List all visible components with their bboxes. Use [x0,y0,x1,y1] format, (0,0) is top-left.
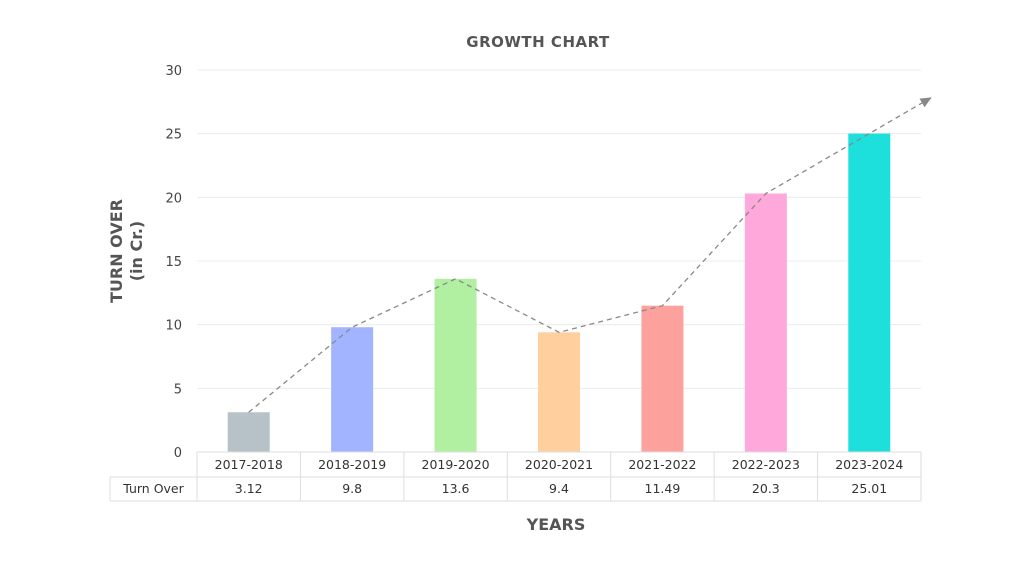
x-tick-label: 2020-2021 [525,457,593,472]
x-tick-label: 2017-2018 [215,457,283,472]
y-axis-label: TURN OVER [107,199,126,303]
x-tick-label: 2018-2019 [318,457,386,472]
bar [538,332,580,452]
y-tick-label: 0 [174,446,182,461]
y-tick-label: 5 [174,382,182,397]
data-label: 11.49 [645,481,681,496]
y-tick-label: 20 [165,191,182,206]
table-row-header: Turn Over [122,481,184,496]
y-tick-label: 10 [165,319,182,334]
trend-line-path [248,96,932,413]
bars [227,133,891,452]
data-label: 9.8 [342,481,362,496]
data-label: 20.3 [752,481,780,496]
data-label: 3.12 [235,481,263,496]
data-label: 9.4 [549,481,569,496]
y-tick-label: 30 [165,64,182,79]
bar [641,305,684,452]
bar [744,193,787,452]
bar [227,412,270,452]
y-axis-label-unit: (in Cr.) [127,221,146,282]
chart-title: GROWTH CHART [466,33,610,51]
y-tick-label: 15 [165,255,182,270]
data-label: 13.6 [442,481,470,496]
y-axis-ticks: 0 5 10 15 20 25 30 [165,64,182,461]
bar [331,327,374,452]
x-tick-label: 2022-2023 [732,457,800,472]
x-tick-label: 2019-2020 [422,457,490,472]
bar [848,133,891,452]
gridlines [197,69,921,389]
y-tick-label: 25 [165,128,182,143]
data-label: 25.01 [851,481,887,496]
x-tick-label: 2023-2024 [835,457,903,472]
data-table: 2017-2018 2018-2019 2019-2020 2020-2021 2021… [109,451,922,502]
bar [434,278,477,452]
trend-line [248,96,932,413]
x-tick-label: 2021-2022 [628,457,696,472]
trend-arrow-head [919,97,932,108]
x-axis-label: YEARS [526,515,586,534]
